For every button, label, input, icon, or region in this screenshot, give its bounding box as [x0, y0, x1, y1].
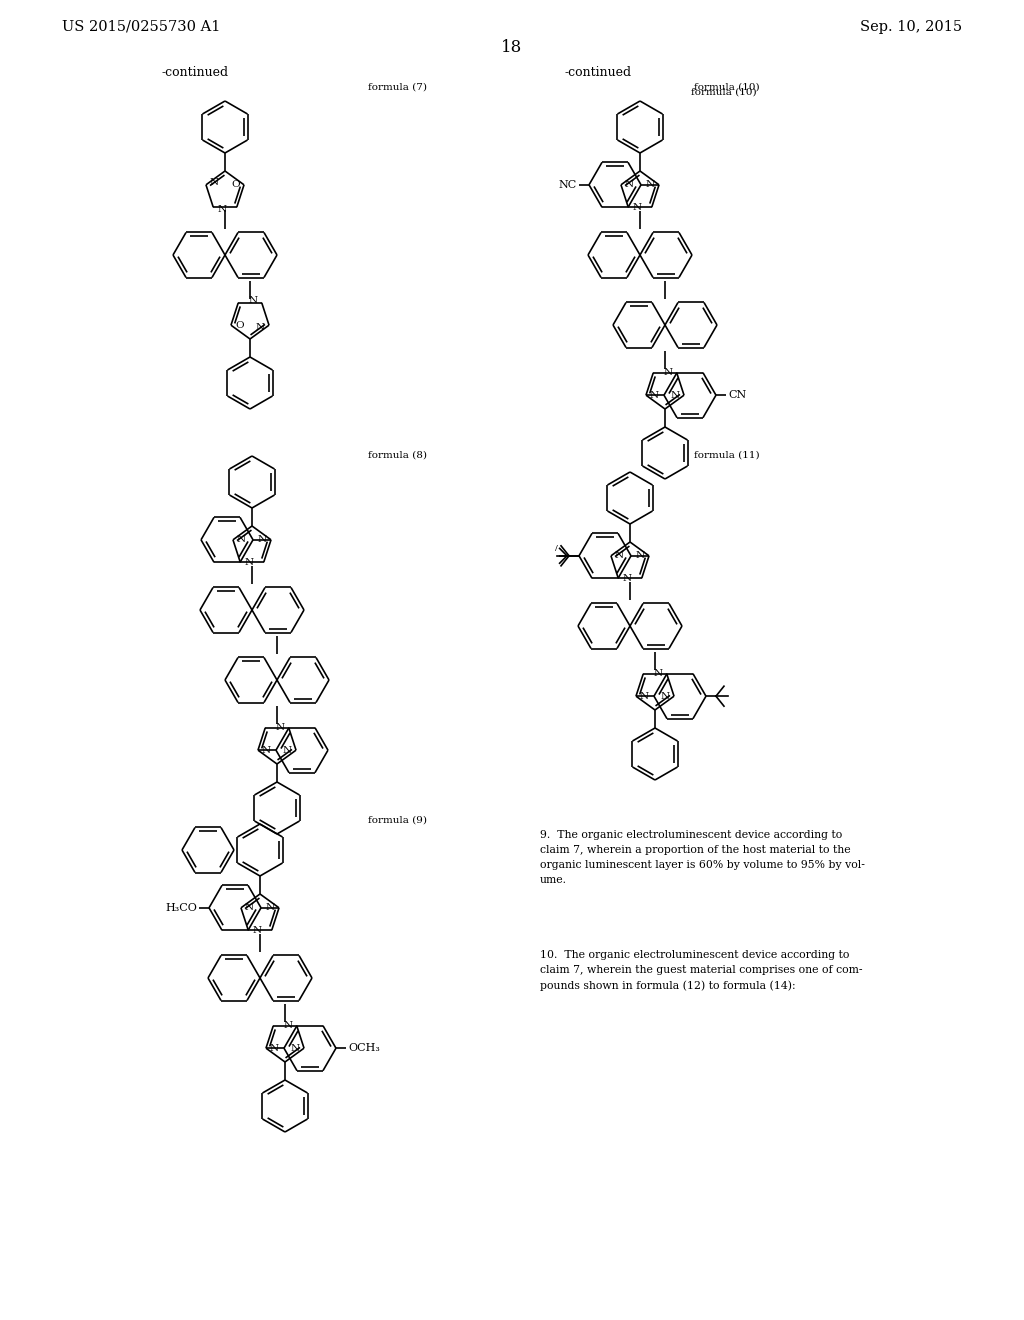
Text: N: N — [660, 692, 670, 701]
Text: formula (10): formula (10) — [691, 87, 757, 96]
Text: N: N — [270, 1044, 280, 1052]
Text: N: N — [650, 391, 659, 400]
Text: N: N — [284, 1022, 293, 1031]
Text: N: N — [291, 1044, 300, 1052]
Text: N: N — [256, 322, 265, 331]
Text: N: N — [262, 746, 271, 755]
Text: N: N — [245, 903, 254, 912]
Text: 9.  The organic electroluminescent device according to: 9. The organic electroluminescent device… — [540, 830, 843, 840]
Text: N: N — [210, 178, 219, 187]
Text: formula (8): formula (8) — [368, 450, 427, 459]
Text: N: N — [636, 552, 645, 560]
Text: formula (11): formula (11) — [694, 450, 760, 459]
Text: CN: CN — [728, 391, 746, 400]
Text: O: O — [231, 181, 240, 189]
Text: US 2015/0255730 A1: US 2015/0255730 A1 — [62, 20, 220, 34]
Text: formula (9): formula (9) — [368, 816, 427, 825]
Text: N: N — [217, 205, 226, 214]
Text: formula (10): formula (10) — [694, 82, 760, 91]
Text: ume.: ume. — [540, 875, 567, 884]
Text: N: N — [252, 925, 261, 935]
Text: N: N — [625, 181, 634, 189]
Text: organic luminescent layer is 60% by volume to 95% by vol-: organic luminescent layer is 60% by volu… — [540, 861, 865, 870]
Text: 18: 18 — [502, 40, 522, 57]
Text: formula (7): formula (7) — [368, 82, 427, 91]
Text: N: N — [623, 574, 632, 582]
Text: N: N — [646, 181, 655, 189]
Text: N: N — [664, 368, 673, 378]
Text: N: N — [615, 552, 624, 560]
Text: Sep. 10, 2015: Sep. 10, 2015 — [860, 20, 962, 34]
Text: O: O — [234, 321, 244, 330]
Text: N: N — [640, 692, 649, 701]
Text: N: N — [283, 746, 292, 755]
Text: 10.  The organic electroluminescent device according to: 10. The organic electroluminescent devic… — [540, 950, 849, 960]
Text: N: N — [671, 391, 680, 400]
Text: claim 7, wherein a proportion of the host material to the: claim 7, wherein a proportion of the hos… — [540, 845, 851, 855]
Text: pounds shown in formula (12) to formula (14):: pounds shown in formula (12) to formula … — [540, 979, 796, 990]
Text: /: / — [555, 544, 558, 552]
Text: claim 7, wherein the guest material comprises one of com-: claim 7, wherein the guest material comp… — [540, 965, 862, 975]
Text: H₃CO: H₃CO — [165, 903, 197, 913]
Text: N: N — [632, 203, 641, 211]
Text: N: N — [258, 536, 267, 544]
Text: N: N — [653, 669, 663, 678]
Text: N: N — [237, 536, 246, 544]
Text: N: N — [245, 557, 253, 566]
Text: N: N — [275, 723, 285, 733]
Text: OCH₃: OCH₃ — [348, 1043, 380, 1053]
Text: N: N — [266, 903, 275, 912]
Text: -continued: -continued — [162, 66, 228, 78]
Text: N: N — [249, 296, 258, 305]
Text: NC: NC — [559, 180, 577, 190]
Text: -continued: -continued — [564, 66, 632, 78]
